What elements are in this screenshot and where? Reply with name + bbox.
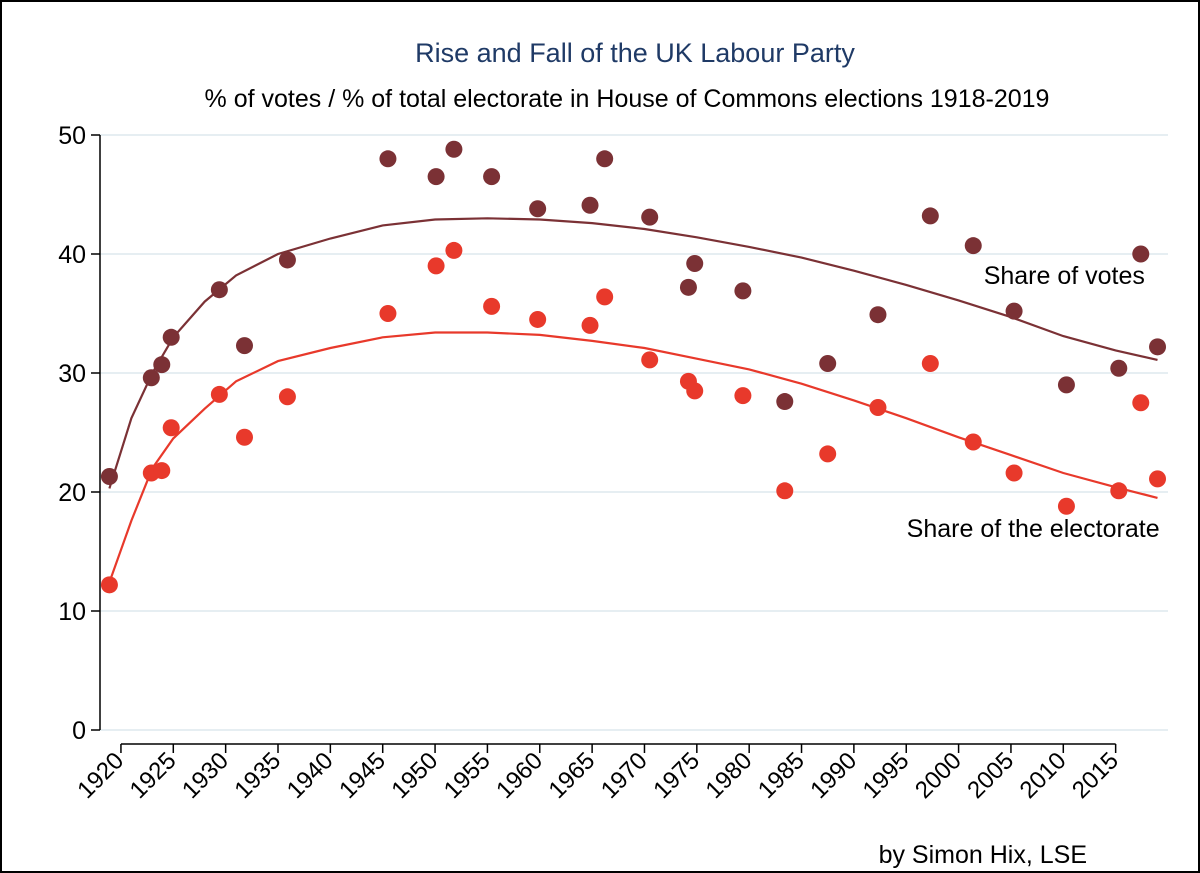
point-share-of-the-electorate-12 [581,316,599,334]
chart-subtitle: % of votes / % of total electorate in Ho… [205,85,1050,113]
point-share-of-votes-12 [581,196,599,214]
point-share-of-votes-18 [776,393,794,411]
point-share-of-the-electorate-9 [445,241,463,259]
x-tick-label-1940: 1940 [282,747,339,804]
data-points [100,140,1167,594]
point-share-of-the-electorate-22 [964,433,982,451]
point-share-of-votes-3 [162,328,180,346]
point-share-of-the-electorate-24 [1057,497,1075,515]
point-share-of-the-electorate-19 [819,445,837,463]
point-share-of-votes-19 [819,354,837,372]
series-labels: Share of votes Share of the electorate [907,262,1160,543]
point-share-of-the-electorate-5 [235,428,253,446]
point-share-of-the-electorate-21 [921,354,939,372]
point-share-of-votes-26 [1132,245,1150,263]
point-share-of-votes-10 [483,168,501,186]
point-share-of-votes-14 [641,208,659,226]
x-tick-label-1970: 1970 [596,747,653,804]
point-share-of-votes-24 [1057,376,1075,394]
point-share-of-votes-5 [235,337,253,355]
y-tick-label-30: 30 [58,360,86,388]
point-share-of-votes-7 [379,150,397,168]
trend-line-share-of-votes [108,217,1158,489]
axes: 0102030405019201925193019351940194519501… [58,122,1124,804]
y-tick-label-40: 40 [58,241,86,269]
y-tick-label-0: 0 [72,717,86,745]
point-share-of-votes-17 [734,282,752,300]
x-tick-label-1920: 1920 [72,747,129,804]
point-share-of-votes-6 [278,251,296,269]
point-share-of-the-electorate-7 [379,305,397,322]
point-share-of-the-electorate-23 [1005,464,1023,482]
y-tick-label-50: 50 [58,122,86,150]
x-tick-label-1990: 1990 [805,747,862,804]
point-share-of-votes-13 [596,150,614,168]
point-share-of-the-electorate-11 [529,310,547,328]
x-tick-label-1995: 1995 [858,747,915,804]
x-tick-label-2010: 2010 [1015,747,1072,804]
point-share-of-votes-1 [142,369,160,387]
x-tick-label-1960: 1960 [491,747,548,804]
point-share-of-the-electorate-26 [1132,394,1150,412]
point-share-of-the-electorate-27 [1149,470,1167,488]
point-share-of-votes-9 [445,140,463,158]
point-share-of-votes-20 [869,306,887,324]
point-share-of-the-electorate-13 [596,288,614,306]
x-tick-label-1950: 1950 [386,747,443,804]
x-tick-label-1955: 1955 [439,747,496,804]
point-share-of-the-electorate-6 [278,388,296,406]
point-share-of-the-electorate-10 [483,297,501,315]
point-share-of-the-electorate-3 [162,419,180,437]
point-share-of-the-electorate-18 [776,482,794,500]
point-share-of-votes-27 [1149,338,1167,356]
point-share-of-votes-21 [921,207,939,225]
point-share-of-the-electorate-20 [869,399,887,417]
gridlines [100,134,1168,731]
trend-line-share-of-the-electorate [108,331,1158,583]
x-tick-label-1945: 1945 [334,747,391,804]
point-share-of-the-electorate-0 [100,576,118,594]
x-tick-label-1930: 1930 [177,747,234,804]
x-tick-label-2015: 2015 [1067,747,1124,804]
y-tick-label-20: 20 [58,479,86,507]
chart-title: Rise and Fall of the UK Labour Party [415,38,855,68]
point-share-of-the-electorate-25 [1110,482,1128,500]
x-tick-label-1965: 1965 [544,747,601,804]
x-tick-label-1975: 1975 [648,747,705,804]
point-share-of-votes-11 [529,200,547,218]
point-share-of-the-electorate-8 [427,257,445,275]
point-share-of-votes-22 [964,237,982,255]
point-share-of-votes-15 [679,278,697,296]
point-share-of-votes-0 [100,468,118,486]
series-label-share-of-the-electorate: Share of the electorate [907,515,1160,543]
x-tick-label-2000: 2000 [910,747,967,804]
x-tick-label-1935: 1935 [229,747,286,804]
point-share-of-votes-4 [210,281,228,299]
point-share-of-votes-2 [153,356,171,374]
point-share-of-the-electorate-16 [686,382,704,400]
point-share-of-the-electorate-14 [641,351,659,369]
point-share-of-the-electorate-2 [153,462,171,480]
series-label-share-of-votes: Share of votes [984,262,1145,290]
point-share-of-votes-16 [686,255,704,273]
x-tick-label-1980: 1980 [701,747,758,804]
point-share-of-votes-23 [1005,302,1023,320]
x-tick-label-2005: 2005 [962,747,1019,804]
point-share-of-the-electorate-17 [734,387,752,405]
point-share-of-the-electorate-4 [210,385,228,403]
x-tick-label-1925: 1925 [125,747,182,804]
x-tick-label-1985: 1985 [753,747,810,804]
y-tick-label-10: 10 [58,598,86,626]
chart-credit: by Simon Hix, LSE [879,841,1087,869]
point-share-of-votes-25 [1110,359,1128,377]
point-share-of-votes-8 [427,168,445,186]
